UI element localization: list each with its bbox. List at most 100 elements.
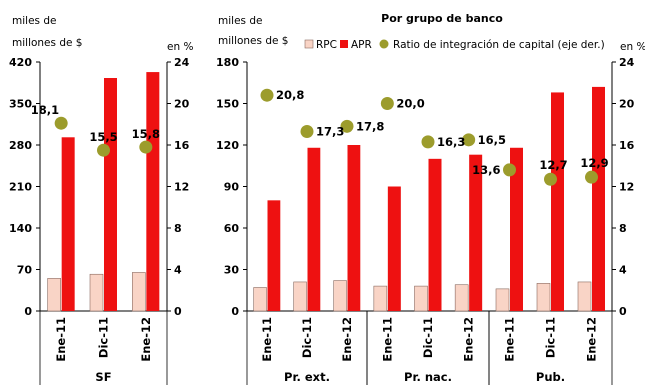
bancos-right-tick-label: 16 xyxy=(619,139,635,152)
bancos-bar-rpc xyxy=(333,280,347,312)
sf-ratio-dot xyxy=(97,143,110,157)
sf-ratio-label: 18,1 xyxy=(31,103,59,117)
sf-left-tick-label: 420 xyxy=(9,56,32,69)
sf-right-tick-label: 0 xyxy=(174,305,182,318)
bancos-right-tick-label: 24 xyxy=(619,56,635,69)
sf-left-tick-label: 140 xyxy=(9,222,32,235)
bancos-right-tick-label: 12 xyxy=(619,181,634,194)
bancos-left-tick-label: 120 xyxy=(216,139,239,152)
bancos-bar-rpc xyxy=(454,284,469,312)
bancos-right-tick-label: 4 xyxy=(619,264,627,277)
bancos-bar-apr xyxy=(307,147,321,311)
bancos-category-label: Ene-12 xyxy=(462,317,476,362)
sf-left-tick-label: 0 xyxy=(24,305,32,318)
sf-ratio-dot xyxy=(54,116,68,130)
bancos-ratio-dot xyxy=(585,170,598,184)
legend-swatch-ratio xyxy=(379,39,389,49)
sf-right-axis-unit: en % xyxy=(167,41,193,53)
bancos-bar-apr xyxy=(347,145,361,311)
bancos-bar-apr xyxy=(551,92,564,311)
sf-bar-apr xyxy=(104,78,117,311)
sf-left-tick-label: 210 xyxy=(9,181,32,194)
bancos-ratio-label: 16,3 xyxy=(437,135,465,149)
bancos-bar-rpc xyxy=(536,283,551,312)
bancos-bar-rpc xyxy=(373,285,388,312)
sf-category-label: Dic-11 xyxy=(97,317,111,358)
bancos-ratio-label: 13,6 xyxy=(472,163,500,177)
bancos-left-tick-label: 150 xyxy=(216,98,239,111)
sf-ratio-label: 15,5 xyxy=(89,130,117,144)
sf-ylabel-line2: millones de $ xyxy=(12,37,82,49)
legend-label-apr: APR xyxy=(351,39,372,51)
sf-right-tick-label: 4 xyxy=(174,264,182,277)
sf-bar-rpc xyxy=(47,278,61,312)
bancos-ratio-label: 16,5 xyxy=(478,133,506,147)
bancos-bar-apr xyxy=(428,158,442,311)
sf-left-tick-label: 350 xyxy=(9,98,32,111)
bancos-ylabel-line2: millones de $ xyxy=(218,35,288,47)
sf-left-tick-label: 280 xyxy=(9,139,32,152)
bancos-group-label: Pub. xyxy=(536,370,565,384)
sf-bar-apr xyxy=(146,72,160,311)
sf-category-label: Ene-12 xyxy=(139,317,153,362)
sf-right-tick-label: 24 xyxy=(174,56,190,69)
bancos-category-label: Ene-11 xyxy=(260,317,274,362)
bancos-left-tick-label: 0 xyxy=(231,305,239,318)
sf-bar-rpc xyxy=(132,272,146,312)
bancos-ratio-dot xyxy=(300,125,314,139)
sf-bar-apr xyxy=(61,137,75,311)
bancos-ratio-dot xyxy=(544,172,557,186)
bancos-category-label: Dic-11 xyxy=(300,317,314,358)
bancos-bar-apr xyxy=(592,86,605,312)
bancos-ylabel-line1: miles de xyxy=(218,15,262,27)
sf-ratio-label: 15,8 xyxy=(132,127,160,141)
bancos-left-tick-label: 60 xyxy=(224,222,240,235)
bancos-category-label: Ene-12 xyxy=(340,317,354,362)
bancos-category-label: Dic-11 xyxy=(421,317,435,358)
bancos-title: Por grupo de banco xyxy=(381,12,503,25)
bancos-bar-apr xyxy=(267,200,281,311)
bancos-ratio-dot xyxy=(503,163,516,177)
bancos-category-label: Dic-11 xyxy=(544,317,558,358)
bancos-ratio-dot xyxy=(462,133,476,147)
legend-label-ratio: Ratio de integración de capital (eje der… xyxy=(393,39,605,51)
sf-category-label: Ene-11 xyxy=(54,317,68,362)
bancos-ratio-dot xyxy=(340,119,354,133)
bancos-right-tick-label: 20 xyxy=(619,98,635,111)
bancos-bar-rpc xyxy=(414,285,428,312)
sf-group-label: SF xyxy=(95,370,111,384)
bancos-bar-rpc xyxy=(495,288,510,312)
bancos-category-label: Ene-11 xyxy=(503,317,517,362)
sf-right-tick-label: 16 xyxy=(174,139,190,152)
bancos-right-tick-label: 0 xyxy=(619,305,627,318)
bancos-bar-apr xyxy=(510,147,523,311)
bancos-ratio-label: 20,8 xyxy=(276,88,304,102)
bancos-bar-rpc xyxy=(253,287,267,312)
bancos-right-tick-label: 8 xyxy=(619,222,627,235)
bancos-ratio-label: 20,0 xyxy=(396,97,424,111)
bancos-ratio-label: 12,9 xyxy=(580,156,608,170)
bancos-group-label: Pr. ext. xyxy=(284,370,330,384)
legend-swatch-apr xyxy=(340,40,348,48)
sf-ylabel-line1: miles de xyxy=(12,15,56,27)
bancos-ratio-label: 17,8 xyxy=(356,119,384,133)
bancos-bar-apr xyxy=(387,186,401,311)
bancos-ratio-label: 12,7 xyxy=(539,158,567,172)
sf-right-tick-label: 20 xyxy=(174,98,190,111)
bancos-bar-apr xyxy=(469,154,483,311)
bancos-bar-rpc xyxy=(293,281,307,312)
legend-label-rpc: RPC xyxy=(316,39,337,51)
bancos-ratio-dot xyxy=(421,135,435,149)
bancos-ratio-dot xyxy=(380,97,394,110)
legend-swatch-rpc xyxy=(304,39,314,49)
sf-right-tick-label: 8 xyxy=(174,222,182,235)
bancos-left-tick-label: 180 xyxy=(216,56,239,69)
bancos-left-tick-label: 90 xyxy=(224,181,240,194)
bancos-category-label: Ene-12 xyxy=(585,317,599,362)
bancos-category-label: Ene-11 xyxy=(380,317,394,362)
legend: RPC APR Ratio de integración de capital … xyxy=(304,39,605,51)
sf-right-tick-label: 12 xyxy=(174,181,189,194)
bancos-right-axis-unit: en % xyxy=(620,41,645,53)
